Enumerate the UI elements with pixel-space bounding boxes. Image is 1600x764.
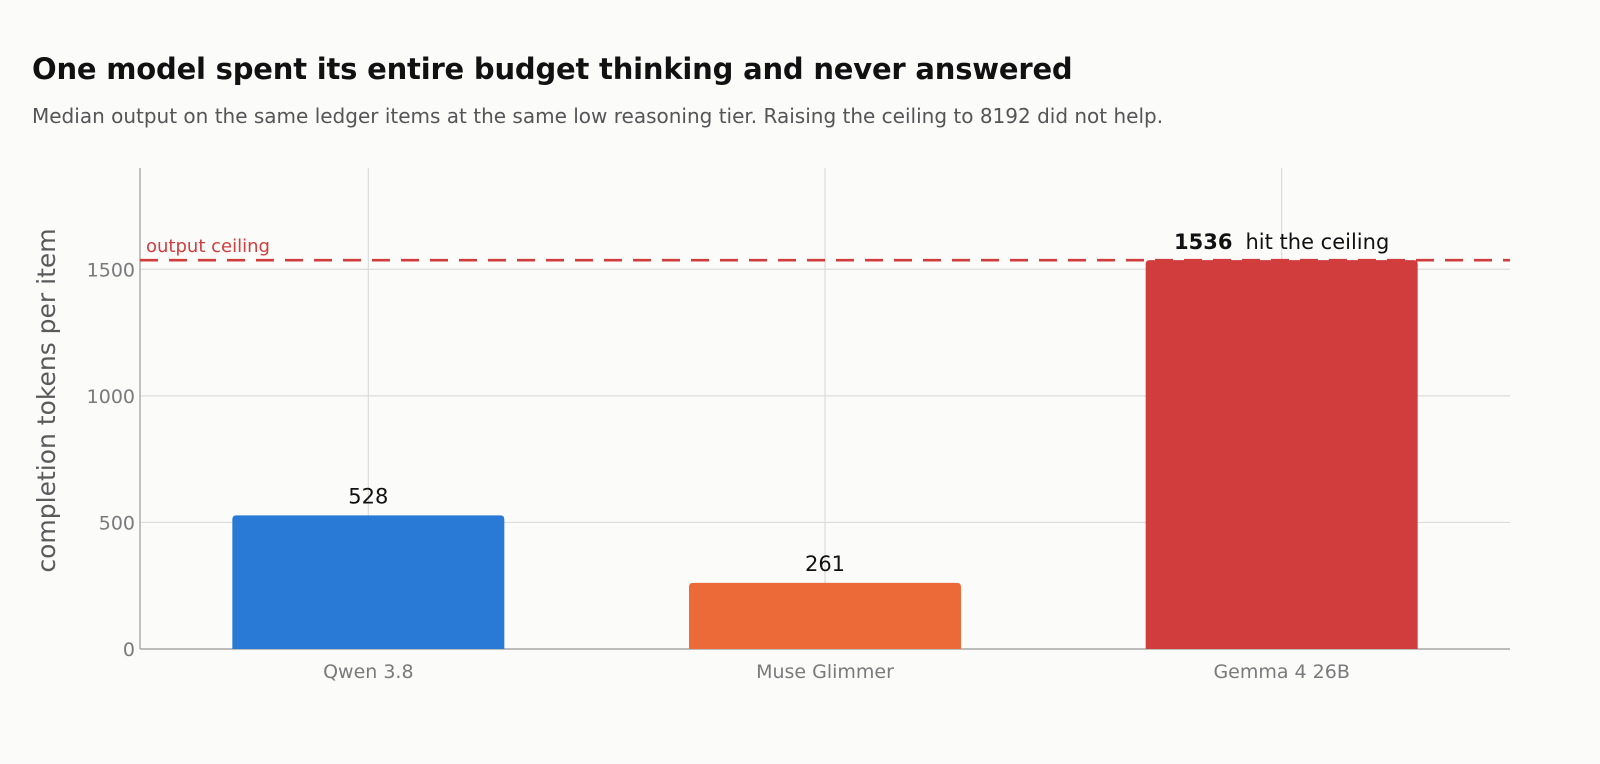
x-tick-label: Qwen 3.8 (323, 661, 413, 683)
x-tick-label: Gemma 4 26B (1213, 661, 1349, 683)
chart-title: One model spent its entire budget thinki… (32, 52, 1073, 86)
y-tick-label: 0 (123, 639, 135, 661)
bar-muse-glimmer[interactable] (689, 582, 961, 649)
bar-gemma-4-26b[interactable] (1145, 260, 1418, 649)
y-tick-label: 1500 (87, 259, 135, 281)
y-axis-label: completion tokens per item (32, 228, 61, 572)
data-label: 528 (348, 484, 388, 508)
x-tick-label: Muse Glimmer (756, 661, 894, 683)
data-label: 261 (805, 552, 845, 576)
y-tick-label: 1000 (87, 386, 135, 408)
chart-subtitle: Median output on the same ledger items a… (32, 104, 1164, 128)
ceiling-label: output ceiling (146, 236, 270, 257)
y-tick-label: 500 (99, 512, 135, 534)
data-label: 1536 hit the ceiling (1174, 230, 1389, 254)
bar-qwen-3-8[interactable] (232, 515, 505, 649)
